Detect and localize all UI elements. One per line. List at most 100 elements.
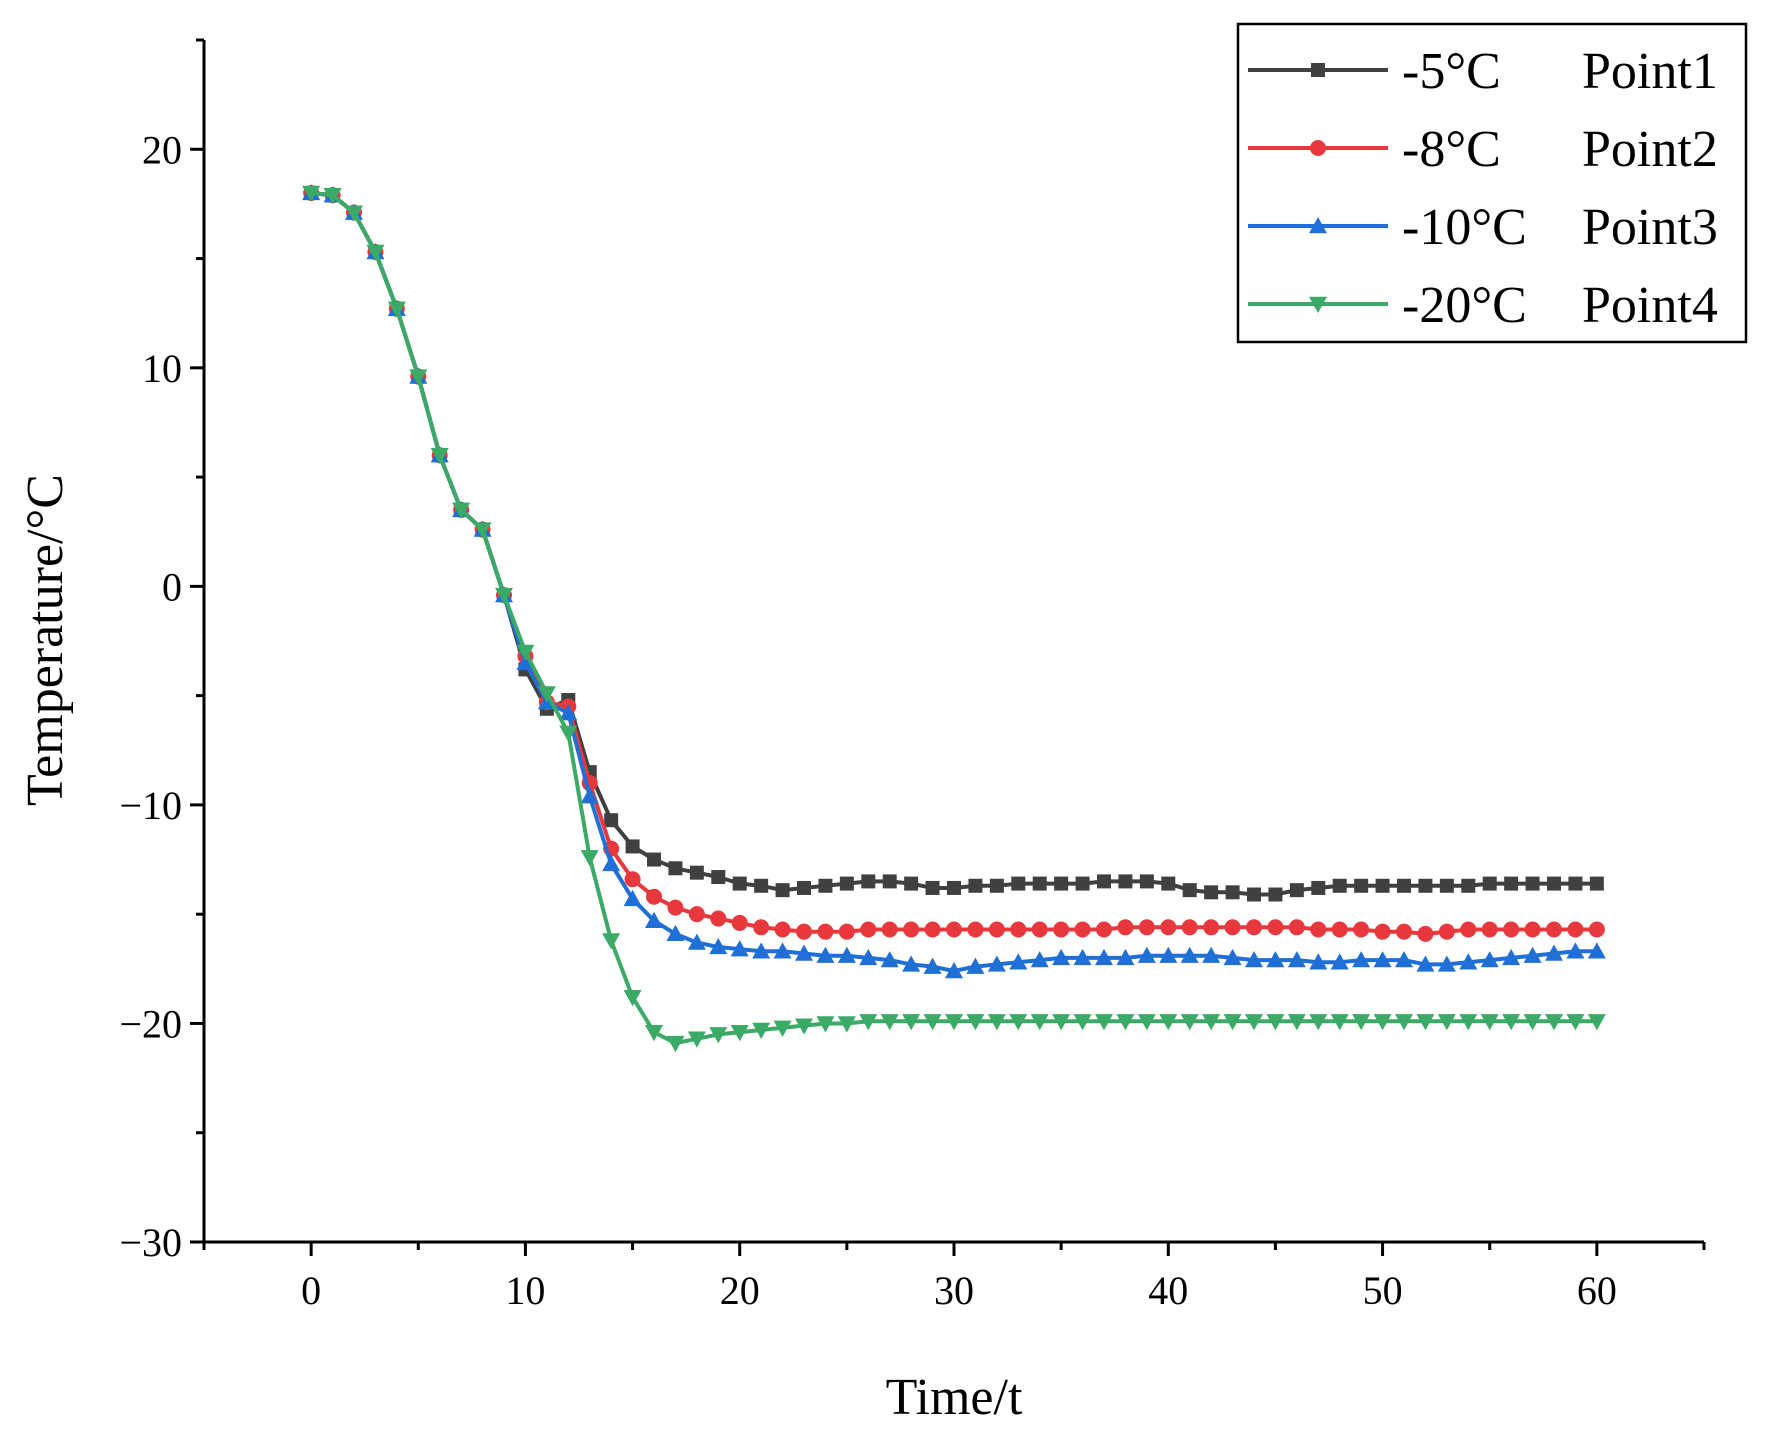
data-point <box>1246 919 1262 936</box>
data-point <box>1138 919 1155 936</box>
data-point <box>1480 951 1499 968</box>
data-point <box>817 923 834 940</box>
data-point <box>1288 919 1305 936</box>
data-point <box>1116 1014 1135 1031</box>
data-point <box>923 1014 942 1031</box>
data-point <box>473 522 492 539</box>
y-tick-label: −10 <box>119 783 182 828</box>
data-point <box>409 369 428 386</box>
data-point <box>903 921 920 938</box>
data-point <box>1331 921 1348 938</box>
data-point <box>1223 1014 1242 1031</box>
data-point <box>1523 946 1542 963</box>
data-point <box>730 940 749 957</box>
data-point <box>710 910 727 927</box>
data-point <box>645 1024 663 1042</box>
data-point <box>860 921 877 938</box>
data-point <box>1118 874 1133 889</box>
data-point <box>1097 874 1111 889</box>
data-point <box>323 187 342 205</box>
data-point <box>1289 883 1304 898</box>
data-point <box>1182 883 1197 898</box>
data-point <box>711 870 726 885</box>
data-point <box>516 653 535 671</box>
data-point <box>753 919 770 936</box>
data-point <box>667 899 684 916</box>
data-point <box>1587 942 1606 959</box>
data-point <box>646 888 662 905</box>
data-point <box>1030 1014 1049 1031</box>
data-point <box>1589 876 1604 891</box>
data-point <box>987 955 1006 972</box>
data-point <box>1052 1014 1071 1031</box>
data-point <box>795 944 813 961</box>
data-point <box>987 1014 1006 1031</box>
data-point <box>945 962 963 979</box>
data-point <box>1137 1014 1156 1031</box>
data-point <box>1137 946 1156 963</box>
data-point <box>1095 1014 1113 1031</box>
data-point <box>773 1020 792 1037</box>
data-point <box>752 1022 771 1040</box>
legend-marker <box>1309 217 1327 234</box>
data-point <box>775 883 790 898</box>
ticks: 0 10 20 30 40 50 60 −30 −20 −10 0 10 20 <box>119 38 1706 1313</box>
data-point <box>1011 876 1026 891</box>
data-point <box>1439 878 1454 893</box>
data-point <box>1459 953 1478 970</box>
data-point <box>754 878 769 893</box>
data-point <box>1587 1014 1606 1031</box>
data-point <box>1566 1014 1585 1031</box>
data-point <box>1181 919 1198 936</box>
data-point <box>989 878 1004 893</box>
data-point <box>1075 876 1090 891</box>
data-point <box>1396 923 1412 940</box>
data-point <box>1073 1014 1092 1031</box>
data-point <box>816 1016 835 1033</box>
data-point <box>1031 921 1048 938</box>
data-point <box>687 1031 706 1048</box>
data-point <box>1266 951 1285 968</box>
x-tick-label: 30 <box>934 1268 974 1313</box>
data-point <box>1030 951 1049 968</box>
legend-label: -5°C <box>1402 43 1501 100</box>
data-point <box>1073 948 1092 966</box>
y-tick-label: 20 <box>142 127 182 172</box>
data-point <box>1353 921 1370 938</box>
data-point <box>881 921 898 938</box>
data-point <box>1438 923 1455 940</box>
data-point <box>1287 1014 1306 1031</box>
data-point <box>709 937 728 955</box>
data-point <box>1437 1014 1456 1031</box>
data-point <box>537 686 556 703</box>
data-point <box>430 448 449 465</box>
data-point <box>1267 919 1284 936</box>
series-4 <box>302 185 1606 1053</box>
data-point <box>947 880 961 895</box>
data-point <box>816 946 835 963</box>
data-point <box>1096 921 1112 938</box>
data-point <box>968 878 983 893</box>
data-point <box>752 942 771 959</box>
data-point <box>559 704 578 721</box>
data-point <box>387 301 406 318</box>
x-tick-label: 10 <box>505 1268 545 1313</box>
data-point <box>345 205 363 222</box>
data-point <box>1568 876 1583 891</box>
data-point <box>602 933 621 950</box>
data-point <box>1010 921 1027 938</box>
data-point <box>730 1024 749 1042</box>
data-point <box>1247 887 1261 902</box>
legend-label: -20°C <box>1402 277 1527 334</box>
data-point <box>732 876 747 891</box>
legend-marker <box>1309 296 1327 313</box>
data-point <box>1159 946 1178 963</box>
data-point <box>1161 876 1176 891</box>
legend: -5°C Point1 -8°C Point2 -10°C Point3 -20°C Poin… <box>1236 22 1748 344</box>
data-point <box>904 876 919 891</box>
data-point <box>1352 1014 1371 1031</box>
data-point <box>859 948 878 966</box>
data-point <box>1310 921 1327 938</box>
data-point <box>945 1014 963 1031</box>
data-point <box>1416 1014 1435 1031</box>
